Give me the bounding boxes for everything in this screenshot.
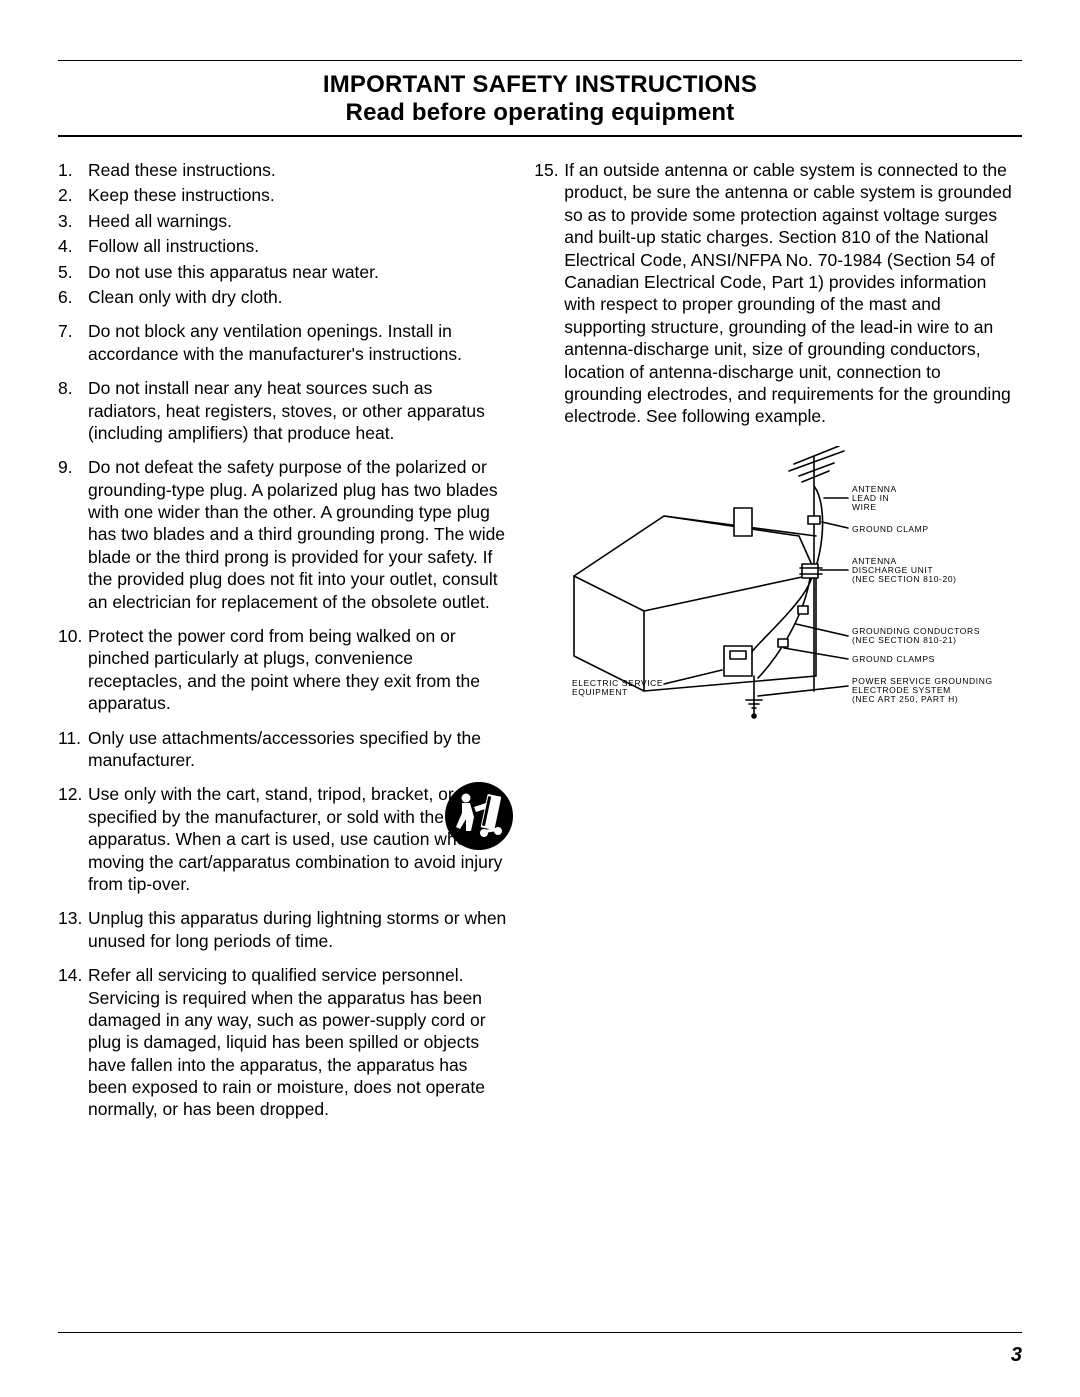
document-page: IMPORTANT SAFETY INSTRUCTIONS Read befor…: [0, 0, 1080, 1397]
instruction-15-text: If an outside antenna or cable system is…: [564, 160, 1012, 426]
instruction-9: Do not defeat the safety purpose of the …: [58, 456, 508, 613]
instruction-6: Clean only with dry cloth.: [58, 286, 508, 308]
content-columns: Read these instructions. Keep these inst…: [58, 159, 1022, 1133]
label-discharge-unit: ANTENNADISCHARGE UNIT(NEC SECTION 810-20…: [852, 556, 957, 584]
instruction-13: Unplug this apparatus during lightning s…: [58, 907, 508, 952]
label-grounding-conductors: GROUNDING CONDUCTORS(NEC SECTION 810-21): [852, 626, 980, 645]
instruction-12: Use only with the cart, stand, tripod, b…: [58, 783, 508, 895]
label-ground-clamps: GROUND CLAMPS: [852, 654, 935, 664]
footer-rule: [58, 1332, 1022, 1333]
grounding-diagram: ANTENNALEAD INWIRE GROUND CLAMP ANTENNAD…: [534, 446, 1022, 751]
label-power-service: POWER SERVICE GROUNDINGELECTRODE SYSTEM(…: [852, 676, 993, 704]
instructions-list: Read these instructions. Keep these inst…: [58, 159, 508, 1121]
page-number: 3: [1011, 1344, 1022, 1367]
instruction-3: Heed all warnings.: [58, 210, 508, 232]
right-column: 15.If an outside antenna or cable system…: [534, 159, 1022, 1133]
instruction-10: Protect the power cord from being walked…: [58, 625, 508, 715]
label-ground-clamp: GROUND CLAMP: [852, 524, 929, 534]
label-antenna-lead: ANTENNALEAD INWIRE: [852, 484, 897, 512]
page-header: IMPORTANT SAFETY INSTRUCTIONS Read befor…: [58, 60, 1022, 137]
instruction-4: Follow all instructions.: [58, 235, 508, 257]
instruction-1: Read these instructions.: [58, 159, 508, 181]
instruction-12-wrap: Use only with the cart, stand, tripod, b…: [88, 783, 508, 895]
instruction-12-text: Use only with the cart, stand, tripod, b…: [88, 784, 502, 894]
instruction-14: Refer all servicing to qualified service…: [58, 964, 508, 1121]
instruction-15-num: 15.: [534, 159, 564, 181]
instruction-15: 15.If an outside antenna or cable system…: [534, 159, 1022, 428]
cart-tipover-icon: [444, 781, 514, 851]
title-line-2: Read before operating equipment: [58, 99, 1022, 127]
label-electric-service: ELECTRIC SERVICEEQUIPMENT: [572, 678, 663, 697]
left-column: Read these instructions. Keep these inst…: [58, 159, 508, 1133]
instruction-11: Only use attachments/accessories specifi…: [58, 727, 508, 772]
title-line-1: IMPORTANT SAFETY INSTRUCTIONS: [58, 71, 1022, 99]
instruction-5: Do not use this apparatus near water.: [58, 261, 508, 283]
instruction-2: Keep these instructions.: [58, 184, 508, 206]
instruction-7: Do not block any ventilation openings. I…: [58, 320, 508, 365]
instruction-8: Do not install near any heat sources suc…: [58, 377, 508, 444]
